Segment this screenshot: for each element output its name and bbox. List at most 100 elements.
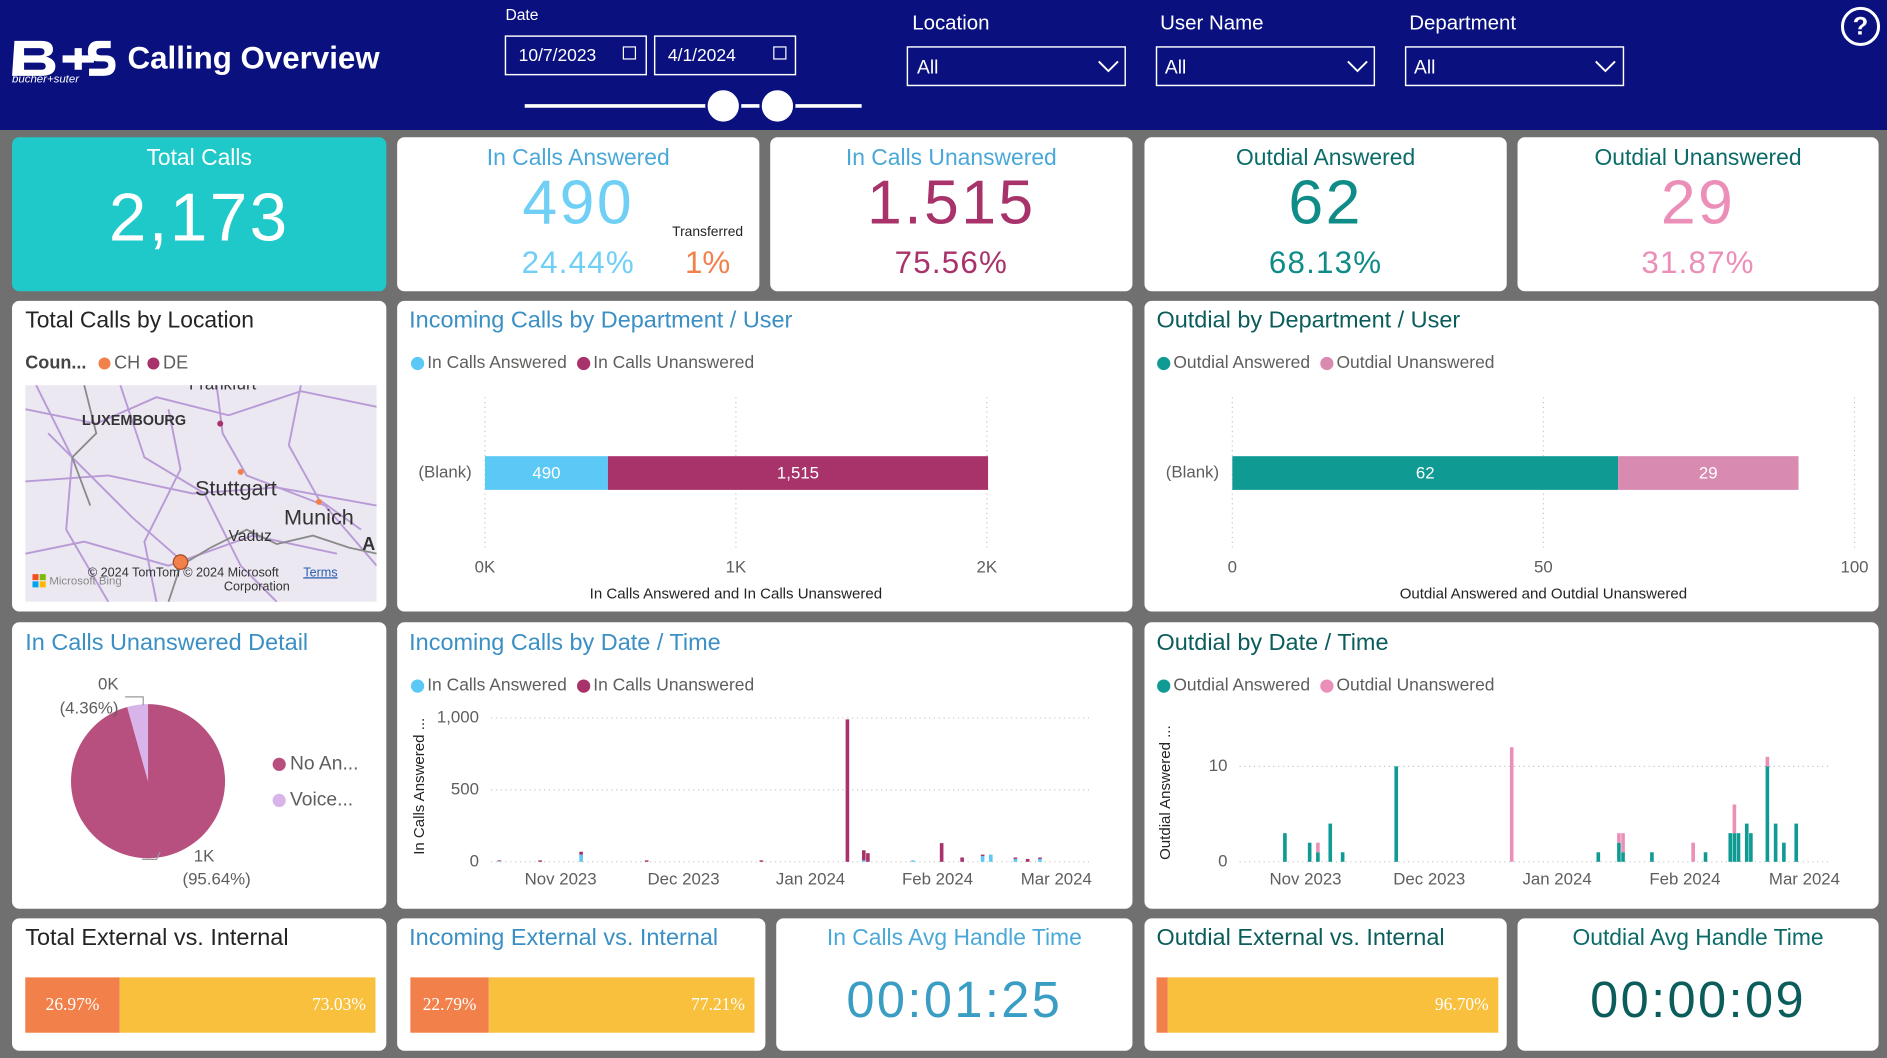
bing-logo: [39, 574, 46, 581]
kpi-value: 490: [522, 168, 634, 238]
data-label: 1,515: [777, 464, 819, 483]
kpi-value: 2,173: [109, 180, 290, 255]
bar: [1038, 858, 1042, 862]
bar: [644, 860, 649, 862]
brand-name: bucher+suter: [12, 73, 80, 85]
data-label: (4.36%): [60, 698, 119, 717]
bar: [579, 851, 583, 855]
map-label: Vaduz: [229, 528, 272, 545]
panel: [1517, 137, 1879, 292]
legend-label: In Calls Answered: [427, 675, 567, 695]
legend-marker: [272, 757, 286, 771]
kpi-title: Outdial Answered: [1236, 144, 1415, 170]
bar: [1621, 852, 1625, 862]
bar: [1316, 852, 1320, 862]
dropdown[interactable]: [1155, 46, 1376, 87]
dropdown[interactable]: [906, 46, 1126, 87]
data-label: 62: [1416, 464, 1435, 483]
kpi-percent: 24.44%: [522, 245, 635, 280]
bar-segment: [607, 456, 989, 490]
bar: [1509, 747, 1514, 862]
y-axis-title: Outdial Answered ...: [1157, 725, 1174, 860]
map-provider: Microsoft Bing: [49, 575, 121, 587]
data-label: 73.03%: [312, 994, 366, 1014]
x-tick-label: Feb 2024: [1649, 869, 1720, 888]
bar-segment: [1618, 456, 1799, 490]
panel: [770, 137, 1133, 292]
date-from: 10/7/2023: [519, 45, 597, 65]
legend-label: DE: [163, 352, 188, 372]
map-terms: Terms: [303, 565, 337, 579]
bar: [1013, 858, 1018, 862]
bar: [579, 854, 583, 862]
x-tick-label: Feb 2024: [902, 869, 973, 888]
legend-label: In Calls Unanswered: [593, 352, 754, 372]
y-tick-label: 10: [1209, 756, 1228, 775]
bing-logo: [32, 574, 39, 581]
map-attribution: Corporation: [224, 580, 290, 594]
data-label: 96.70%: [1435, 994, 1489, 1014]
bar: [1394, 766, 1399, 862]
legend-marker: [1157, 356, 1171, 371]
chevron: [1098, 60, 1119, 73]
bar: [1316, 842, 1320, 853]
legend-title: Coun...: [25, 352, 86, 372]
legend-marker: [1320, 356, 1334, 371]
x-tick-label: 1K: [726, 558, 747, 577]
date-input[interactable]: [504, 35, 647, 76]
help-icon: ?: [1853, 12, 1868, 40]
help-button[interactable]: [1840, 6, 1881, 47]
filter-label: Location: [912, 11, 989, 34]
kpi-title: In Calls Unanswered: [846, 144, 1057, 170]
legend-marker: [1157, 679, 1171, 693]
bar: [1596, 852, 1601, 862]
slider-handle[interactable]: [705, 87, 742, 124]
bar: [861, 860, 866, 862]
kpi-value: 1.515: [867, 168, 1036, 238]
slider-handle[interactable]: [759, 87, 796, 124]
legend-marker: [410, 356, 425, 371]
legend-marker: [98, 357, 111, 370]
leader-line: [142, 851, 161, 861]
map-label: Munich: [284, 504, 354, 529]
map: [25, 385, 377, 602]
bar: [1617, 833, 1621, 843]
x-tick-label: 0K: [475, 558, 496, 577]
dropdown[interactable]: [1404, 46, 1625, 87]
y-tick-label: 0: [470, 851, 479, 870]
legend-marker: [577, 679, 591, 693]
bar: [1617, 842, 1621, 862]
bar: [980, 854, 985, 857]
panel-title: Outdial External vs. Internal: [1157, 924, 1445, 950]
x-axis-title: Outdial Answered and Outdial Unanswered: [1400, 586, 1687, 603]
kpi-percent: 68.13%: [1269, 245, 1382, 280]
map-point: [217, 420, 224, 427]
data-label: 77.21%: [691, 994, 745, 1014]
legend-label: In Calls Unanswered: [593, 675, 754, 695]
map-label: Frankfurt: [189, 375, 257, 394]
panel-title: In Calls Unanswered Detail: [25, 629, 308, 655]
x-tick-label: Nov 2023: [525, 869, 597, 888]
bar: [980, 856, 985, 862]
panel-title: Total External vs. Internal: [25, 924, 288, 950]
filter-label: User Name: [1160, 11, 1263, 34]
bar-segment: [488, 977, 755, 1033]
bar-segment: [484, 456, 608, 490]
map-label: LUXEMBOURG: [82, 413, 186, 429]
bar: [1744, 823, 1749, 862]
border: [71, 385, 98, 506]
data-label: (95.64%): [182, 869, 250, 888]
x-tick-label: Nov 2023: [1270, 869, 1342, 888]
bar: [1328, 823, 1333, 862]
bar: [1038, 857, 1042, 859]
bar-segment: [25, 977, 120, 1033]
panel-title: Incoming Calls by Date / Time: [409, 629, 721, 655]
bar: [1794, 823, 1799, 862]
bar: [960, 857, 964, 862]
y-tick-label: 0: [1218, 851, 1227, 870]
leader-line: [125, 696, 144, 706]
date-input[interactable]: [653, 35, 797, 76]
kpi-title: Total Calls: [146, 144, 251, 170]
y-tick-label: 500: [451, 779, 479, 798]
